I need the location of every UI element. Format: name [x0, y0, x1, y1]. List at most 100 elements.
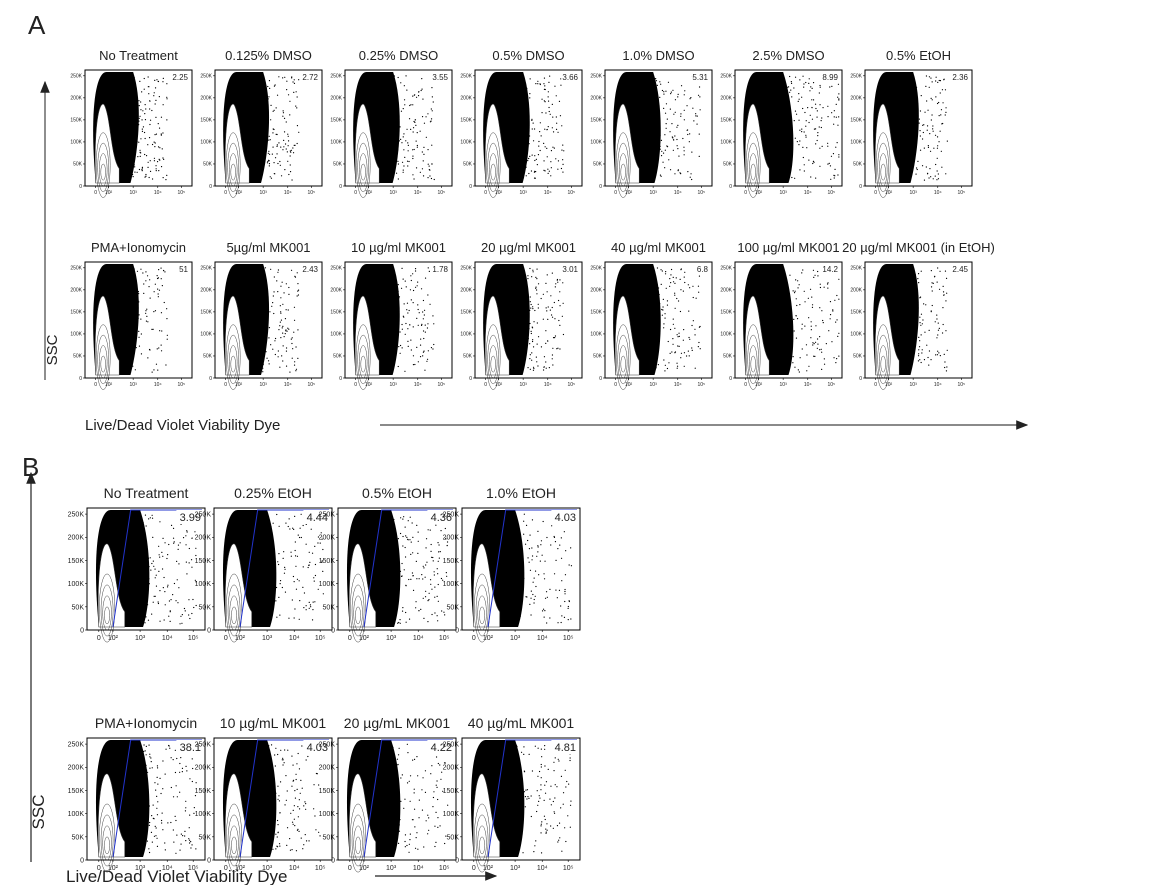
- y-tick-label: 100K: [460, 140, 472, 146]
- contour-line: [474, 573, 491, 643]
- x-tick-label: 10⁴: [544, 190, 552, 196]
- x-tick-label: 10³: [510, 865, 521, 872]
- y-tick-label: 100K: [68, 811, 85, 818]
- plot-title: PMA+Ionomycin: [91, 240, 186, 255]
- value-bg: [551, 510, 578, 524]
- x-tick-label: 10³: [910, 190, 918, 196]
- plot-title: 5µg/ml MK001: [226, 240, 310, 255]
- x-tick-label: 0: [354, 382, 357, 388]
- y-tick-label: 0: [80, 857, 84, 864]
- contour-core: [354, 103, 380, 184]
- x-tick-label: 10⁴: [414, 382, 422, 388]
- value-bg: [303, 740, 330, 754]
- contour-line: [750, 355, 756, 373]
- contour-core: [874, 103, 900, 184]
- x-tick-label: 10⁴: [537, 865, 548, 872]
- x-tick-label: 10⁴: [284, 382, 292, 388]
- x-tick-label: 10²: [359, 865, 370, 872]
- y-tick-label: 150K: [68, 788, 85, 795]
- gate-percent: 3.01: [562, 265, 578, 274]
- x-tick-label: 10⁵: [439, 865, 450, 872]
- y-axis-label: SSC: [29, 795, 48, 830]
- contour-line: [97, 334, 109, 385]
- contour-line: [227, 814, 241, 867]
- x-tick-label: 10²: [105, 382, 113, 388]
- value-bg: [821, 264, 841, 275]
- flow-plot: 20 µg/ml MK001 3.01 250K 200K 150K 100K 50K 0 0 1…: [460, 240, 583, 390]
- y-tick-label: 200K: [68, 535, 85, 542]
- y-tick-label: 0: [209, 184, 212, 190]
- x-tick-label: 10⁵: [567, 190, 575, 196]
- x-tick-label: 0: [614, 382, 617, 388]
- gate-percent: 8.99: [822, 73, 838, 82]
- x-tick-label: 10³: [650, 190, 658, 196]
- y-tick-label: 150K: [195, 788, 212, 795]
- y-tick-label: 250K: [443, 512, 460, 519]
- x-tick-label: 10³: [780, 190, 788, 196]
- plot-title: 10 µg/ml MK001: [351, 240, 446, 255]
- x-tick-label: 0: [94, 190, 97, 196]
- x-tick-label: 10⁴: [413, 635, 424, 642]
- gate-percent: 4.44: [307, 512, 328, 524]
- x-tick-label: 10²: [108, 635, 119, 642]
- gate-percent: 1.78: [432, 265, 448, 274]
- contour-line: [350, 573, 367, 643]
- y-tick-label: 100K: [70, 140, 82, 146]
- y-tick-label: 100K: [850, 140, 862, 146]
- y-tick-label: 150K: [330, 118, 342, 124]
- plot-title: No Treatment: [99, 48, 178, 63]
- value-bg: [431, 264, 451, 275]
- y-tick-label: 100K: [195, 811, 212, 818]
- plot-frame: [461, 737, 581, 861]
- y-tick-label: 250K: [68, 512, 85, 519]
- y-tick-label: 50K: [723, 354, 733, 360]
- x-tick-label: 10²: [235, 865, 246, 872]
- contour-line: [227, 142, 239, 193]
- gate-percent: 38.1: [180, 742, 201, 754]
- x-tick-label: 10⁴: [162, 865, 173, 872]
- y-tick-label: 250K: [330, 74, 342, 80]
- x-tick-label: 10²: [365, 190, 373, 196]
- y-tick-label: 0: [859, 376, 862, 382]
- contour-core: [614, 103, 640, 184]
- x-tick-label: 0: [472, 865, 476, 872]
- y-tick-label: 200K: [590, 288, 602, 294]
- value-bg: [561, 264, 581, 275]
- contour-line: [620, 355, 626, 373]
- gate-percent: 4.03: [555, 512, 576, 524]
- flow-plot: No Treatment 3.99 250K 200K 150K 100K 50K 0 0 10²…: [68, 485, 206, 643]
- y-tick-label: 0: [331, 627, 335, 634]
- y-tick-label: 50K: [72, 604, 85, 611]
- x-tick-label: 10⁵: [697, 190, 705, 196]
- contour-line: [351, 584, 365, 637]
- contour-line: [487, 142, 499, 193]
- y-tick-label: 50K: [199, 834, 212, 841]
- x-tick-label: 10⁴: [934, 190, 942, 196]
- y-axis-label: SSC: [44, 334, 61, 365]
- plot-title: 0.125% DMSO: [225, 48, 312, 63]
- value-bg: [301, 264, 321, 275]
- plot-title: 20 µg/ml MK001 (in EtOH): [842, 240, 995, 255]
- y-tick-label: 100K: [590, 140, 602, 146]
- contour-core: [349, 773, 377, 858]
- plot-title: 20 µg/mL MK001: [344, 715, 451, 731]
- y-tick-label: 50K: [463, 162, 473, 168]
- gate-percent: 3.66: [562, 73, 578, 82]
- plot-frame: [213, 737, 333, 861]
- y-tick-label: 250K: [70, 74, 82, 80]
- x-tick-label: 10²: [625, 190, 633, 196]
- y-tick-label: 150K: [443, 788, 460, 795]
- contour-core: [94, 103, 120, 184]
- x-tick-label: 10⁴: [934, 382, 942, 388]
- x-tick-label: 10³: [130, 190, 138, 196]
- x-tick-label: 10²: [885, 382, 893, 388]
- x-tick-label: 10²: [755, 190, 763, 196]
- x-tick-label: 10³: [520, 382, 528, 388]
- x-tick-label: 10⁴: [537, 635, 548, 642]
- x-tick-label: 10³: [260, 382, 268, 388]
- flow-plot: 1.0% EtOH 4.03 250K 200K 150K 100K 50K 0 0 10² 10³…: [443, 485, 581, 643]
- plot-title: 0.5% DMSO: [492, 48, 564, 63]
- y-tick-label: 250K: [319, 742, 336, 749]
